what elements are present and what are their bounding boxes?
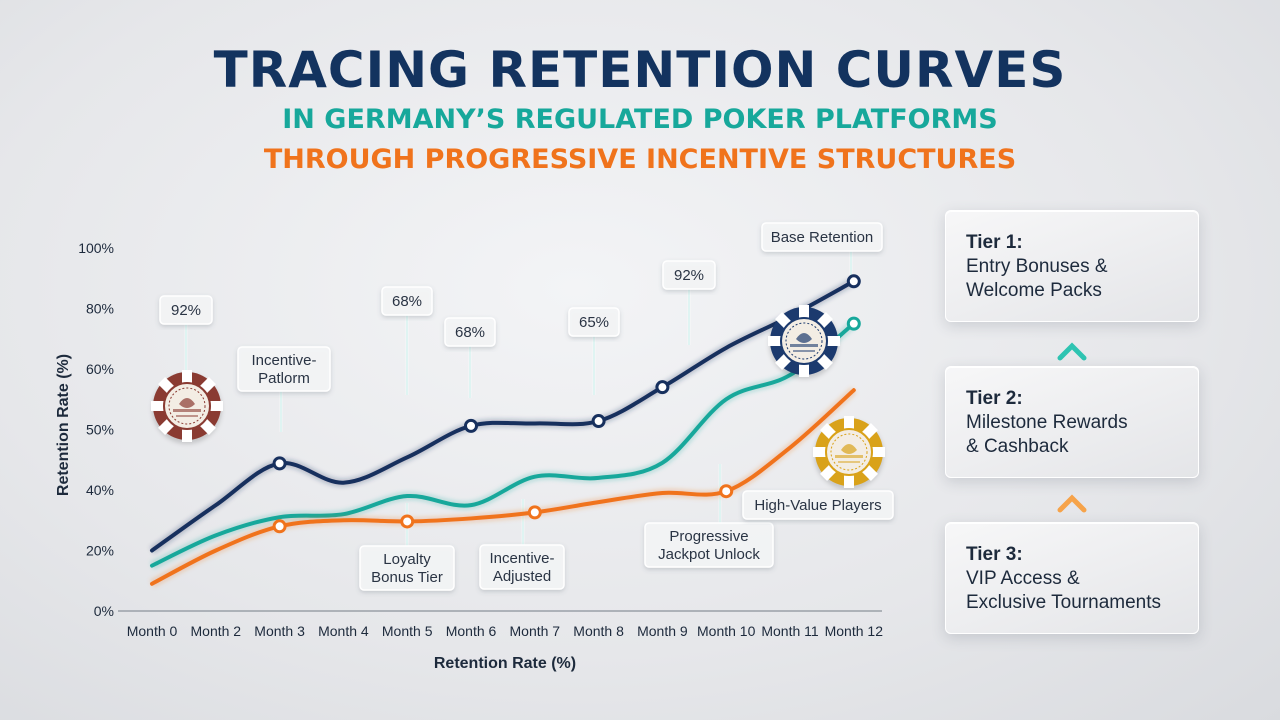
y-tick-label: 50% (86, 422, 114, 438)
annotation-box (761, 222, 883, 252)
series-navy-point (272, 456, 287, 471)
page-title: TRACING RETENTION CURVES (213, 41, 1067, 99)
chevron-up-teal-icon (1057, 342, 1087, 361)
x-tick-label: Month 5 (382, 623, 433, 639)
tier-1-card: Tier 1: Entry Bonuses & Welcome Packs (945, 210, 1199, 322)
annotation-box (381, 286, 433, 316)
y-tick-label: 80% (86, 301, 114, 317)
annotation-text: High-Value Players (754, 497, 881, 514)
x-tick-label: Month 9 (637, 623, 688, 639)
annotation-text: Loyalty (383, 551, 431, 568)
tier-3-line-2: Exclusive Tournaments (966, 592, 1162, 613)
annotation-callout: Incentive-Adjusted (479, 544, 565, 590)
y-tick-label: 100% (78, 240, 114, 256)
annotation-callout: 65% (568, 307, 620, 337)
tier-2-line-2: & Cashback (966, 436, 1069, 457)
annotation-callout: 92% (662, 260, 716, 290)
retention-line-chart: 0% 20% 40% 50% 60% 80% 100% Month 0 Month 2 Month… (55, 222, 894, 672)
y-tick-label: 0% (94, 603, 114, 619)
annotation-box (159, 295, 213, 325)
tier-1-line-2: Welcome Packs (966, 280, 1102, 301)
annotation-callout: Incentive-Patlorm (237, 346, 331, 392)
tier-2-heading: Tier 2: (966, 388, 1023, 409)
page-subtitle-2: THROUGH PROGRESSIVE INCENTIVE STRUCTURES (263, 144, 1017, 175)
annotation-callout: 68% (381, 286, 433, 316)
annotation-text: 68% (455, 324, 485, 341)
tier-2-card: Tier 2: Milestone Rewards & Cashback (945, 366, 1199, 478)
series-navy-point (464, 418, 478, 433)
x-tick-label: Month 7 (510, 623, 561, 639)
tier-3-card: Tier 3: VIP Access & Exclusive Tournamen… (945, 522, 1199, 634)
tier-1-heading: Tier 1: (966, 232, 1023, 253)
series-navy-point (846, 274, 861, 289)
chip-gold-icon (813, 416, 885, 490)
annotation-text: Base Retention (771, 229, 874, 246)
annotation-text: Incentive- (251, 352, 316, 369)
series-navy-point (655, 380, 670, 395)
annotation-text: Incentive- (489, 550, 554, 567)
x-tick-label: Month 2 (191, 623, 242, 639)
annotation-text: Adjusted (493, 568, 551, 585)
tier-3-heading: Tier 3: (966, 544, 1023, 565)
series-teal-point (846, 316, 861, 331)
x-axis-label: Retention Rate (%) (434, 655, 576, 672)
annotation-text: Patlorm (258, 370, 310, 387)
annotation-box (444, 317, 496, 347)
series-orange-point (719, 484, 734, 499)
annotation-callout: 68% (444, 317, 496, 347)
annotation-box (479, 544, 565, 590)
y-axis-label: Retention Rate (%) (55, 354, 72, 496)
tier-3-line-1: VIP Access & (966, 568, 1080, 589)
annotation-callout: Base Retention (761, 222, 883, 252)
annotation-box (644, 522, 774, 568)
annotation-text: Bonus Tier (371, 569, 443, 586)
annotation-box (742, 490, 894, 520)
annotation-box (662, 260, 716, 290)
annotation-text: 68% (392, 293, 422, 310)
tier-2-line-1: Milestone Rewards (966, 412, 1128, 433)
x-tick-label: Month 4 (318, 623, 369, 639)
annotation-callout: High-Value Players (742, 490, 894, 520)
series-markers (272, 274, 861, 534)
x-tick-label: Month 8 (573, 623, 624, 639)
title-block: TRACING RETENTION CURVES IN GERMANY’S RE… (0, 40, 1280, 178)
series-teal-line (150, 321, 856, 568)
chip-navy-icon (768, 305, 840, 379)
poker-chips (151, 305, 885, 490)
tier-1-line-1: Entry Bonuses & (966, 256, 1108, 277)
chart-axes: 0% 20% 40% 50% 60% 80% 100% Month 0 Month 2 Month… (78, 240, 883, 639)
series-orange-point (272, 519, 287, 534)
annotation-text: 65% (579, 314, 609, 331)
y-tick-label: 40% (86, 482, 114, 498)
series-orange-line (150, 388, 856, 586)
annotation-text: 92% (674, 267, 704, 284)
x-tick-label: Month 12 (825, 623, 884, 639)
x-tick-label: Month 6 (446, 623, 497, 639)
x-tick-label: Month 11 (761, 623, 819, 639)
chip-red-icon (151, 370, 223, 444)
annotation-text: 92% (171, 302, 201, 319)
annotation-text: Progressive (669, 528, 748, 545)
annotation-text: Jackpot Unlock (658, 546, 760, 563)
annotation-box (359, 545, 455, 591)
x-tick-label: Month 10 (697, 623, 756, 639)
y-tick-label: 60% (86, 361, 114, 377)
series-orange-point (527, 505, 542, 520)
annotation-box (568, 307, 620, 337)
annotation-callout: 92% (159, 295, 213, 325)
page-subtitle-1: IN GERMANY’S REGULATED POKER PLATFORMS (282, 104, 998, 135)
y-tick-label: 20% (86, 543, 114, 559)
chevron-up-orange-icon (1057, 494, 1087, 513)
annotation-box (237, 346, 331, 392)
series-navy-point (591, 414, 606, 429)
x-tick-label: Month 0 (127, 623, 178, 639)
x-tick-label: Month 3 (254, 623, 305, 639)
series-orange-point (400, 514, 415, 529)
